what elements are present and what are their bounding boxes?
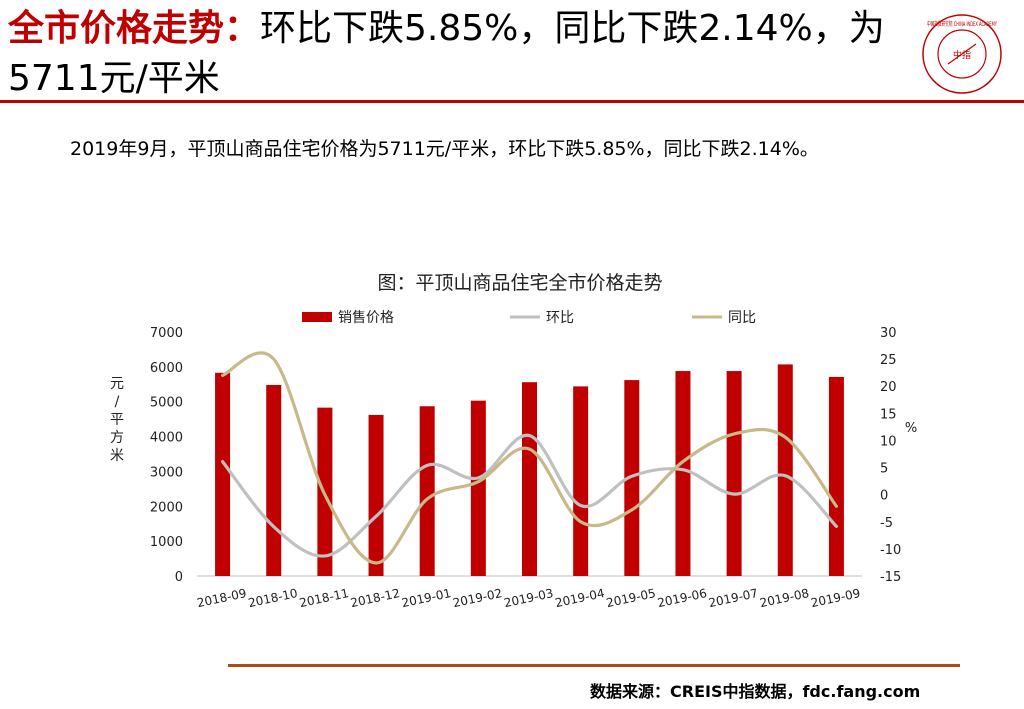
- header-rule: [0, 100, 1024, 103]
- left-axis-label-char: 方: [110, 430, 124, 446]
- price-bar: [470, 400, 486, 576]
- left-axis-tick-label: 2000: [150, 500, 183, 515]
- right-axis-label: %: [905, 421, 917, 436]
- right-axis-tick-label: 30: [880, 326, 897, 341]
- price-bar: [726, 371, 742, 576]
- x-axis-tick-label: 2019-09: [810, 586, 862, 610]
- left-axis-label-char: 元: [110, 376, 124, 392]
- x-axis-tick-label: 2019-03: [503, 586, 555, 610]
- left-axis-label-char: 米: [110, 448, 124, 464]
- price-bar: [624, 380, 640, 576]
- price-bar: [266, 384, 282, 576]
- right-axis-tick-label: -5: [880, 516, 893, 531]
- x-axis-tick-label: 2018-10: [247, 586, 299, 610]
- left-axis-tick-label: 3000: [150, 465, 183, 480]
- left-axis-tick-label: 0: [175, 570, 183, 585]
- price-bar: [215, 372, 231, 576]
- left-axis-tick-label: 4000: [150, 431, 183, 446]
- right-axis-tick-label: 5: [880, 462, 888, 477]
- institute-logo: 中指 中国指数研究院 CHINA INDEX ACADEMY: [922, 14, 1002, 94]
- page-title-highlight: 全市价格走势：: [8, 8, 261, 49]
- legend-label: 环比: [546, 310, 574, 326]
- legend-bar-swatch: [302, 312, 332, 322]
- price-bar: [522, 382, 537, 576]
- legend-label: 同比: [728, 310, 756, 326]
- x-axis-tick-label: 2019-01: [400, 586, 452, 610]
- legend-label: 销售价格: [338, 310, 394, 326]
- x-axis-tick-label: 2019-06: [656, 586, 708, 610]
- x-axis-tick-label: 2019-04: [554, 586, 606, 610]
- price-bar: [573, 386, 589, 576]
- page-title-rest: 环比下跌5.85%，同比下跌2.14%，为5711元/平米: [8, 8, 885, 99]
- left-axis-label-char: 平: [110, 412, 124, 428]
- price-bar: [828, 376, 844, 576]
- logo-ring-text: 中国指数研究院 CHINA INDEX ACADEMY: [927, 20, 997, 28]
- data-source: 数据来源：CREIS中指数据，fdc.fang.com: [590, 682, 921, 701]
- left-axis-tick-label: 7000: [150, 326, 183, 341]
- right-axis-tick-label: -10: [880, 543, 901, 558]
- logo-center-text: 中指: [953, 49, 971, 61]
- right-axis-tick-label: 10: [880, 434, 897, 449]
- price-bar: [419, 406, 435, 576]
- chart-title: 图：平顶山商品住宅全市价格走势: [377, 272, 662, 294]
- left-axis-label-char: /: [115, 394, 120, 410]
- left-axis-tick-label: 1000: [150, 535, 183, 550]
- x-axis-tick-label: 2019-07: [707, 586, 759, 610]
- page-title: 全市价格走势：环比下跌5.85%，同比下跌2.14%，为5711元/平米: [8, 4, 908, 104]
- x-axis-tick-label: 2018-09: [196, 586, 248, 610]
- right-axis-tick-label: 15: [880, 407, 897, 422]
- left-axis-tick-label: 6000: [150, 361, 183, 376]
- footer-rule: [228, 664, 960, 667]
- x-axis-tick-label: 2019-08: [758, 586, 810, 610]
- right-axis-tick-label: 0: [880, 489, 888, 504]
- left-axis-tick-label: 5000: [150, 396, 183, 411]
- mom-change-line: [220, 433, 839, 558]
- x-axis-tick-label: 2018-12: [349, 586, 401, 610]
- price-bar: [368, 414, 384, 576]
- x-axis-tick-label: 2019-05: [605, 586, 657, 610]
- yoy-change-line: [220, 351, 839, 565]
- right-axis-tick-label: 25: [880, 353, 897, 368]
- price-bar: [675, 371, 691, 576]
- summary-text: 2019年9月，平顶山商品住宅价格为5711元/平米，环比下跌5.85%，同比下…: [70, 138, 819, 160]
- right-axis-tick-label: 20: [880, 380, 897, 395]
- right-axis-tick-label: -15: [880, 570, 901, 585]
- x-axis-tick-label: 2018-11: [298, 586, 350, 610]
- price-bar: [777, 364, 793, 576]
- x-axis-tick-label: 2019-02: [452, 586, 504, 610]
